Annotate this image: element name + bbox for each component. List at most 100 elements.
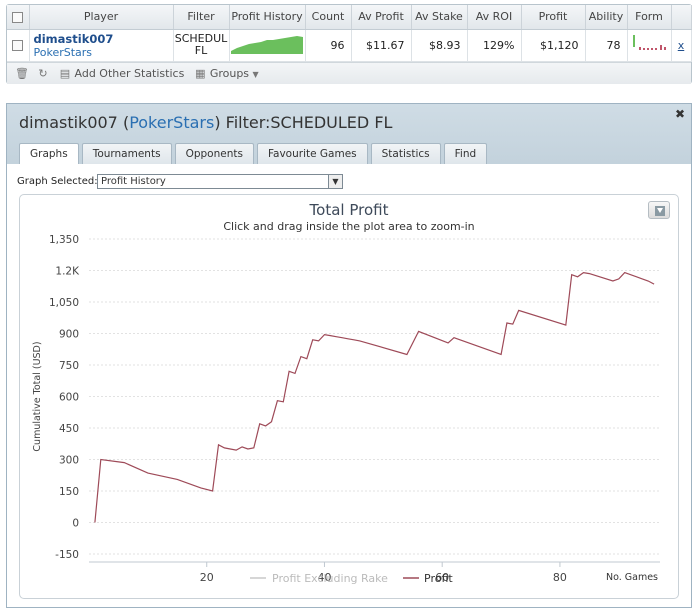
stats-panel: Player Filter Profit History Count Av Pr… (6, 4, 692, 84)
y-tick-label: 1.2K (55, 266, 80, 278)
legend-label-profit: Profit (424, 572, 453, 585)
chart-container: Total Profit Click and drag inside the pl… (19, 194, 679, 599)
player-name-link[interactable]: dimastik007 (33, 31, 114, 46)
remove-row-link[interactable]: x (677, 38, 685, 52)
panel-title: dimastik007 (PokerStars) Filter:SCHEDULE… (19, 113, 393, 132)
col-header-profit[interactable]: Profit (521, 5, 586, 30)
col-header-empty (671, 5, 692, 30)
y-tick-label: 450 (59, 423, 79, 435)
trash-icon[interactable]: 🗑 (15, 67, 29, 80)
x-tick-label: 20 (200, 571, 214, 584)
chart-title: Total Profit (309, 201, 389, 219)
y-tick-label: 1,350 (49, 234, 79, 246)
y-tick-label: 150 (59, 486, 79, 498)
col-header-form[interactable]: Form (627, 5, 672, 30)
form-bar (651, 47, 653, 50)
remove-cell: x (671, 29, 692, 62)
panel-title-player: dimastik007 (19, 113, 118, 132)
col-header-player[interactable]: Player (29, 5, 174, 30)
tab-opponents[interactable]: Opponents (174, 143, 254, 164)
player-detail-panel: dimastik007 (PokerStars) Filter:SCHEDULE… (6, 103, 692, 608)
panel-title-site-link[interactable]: PokerStars (129, 113, 215, 132)
tab-statistics[interactable]: Statistics (370, 143, 441, 164)
chart-subtitle: Click and drag inside the plot area to z… (223, 220, 474, 233)
panel-body: Graph Selected: Profit History ▼ Total P… (7, 164, 691, 607)
panel-tabs: Graphs Tournaments Opponents Favourite G… (19, 143, 488, 165)
tab-graphs[interactable]: Graphs (19, 143, 79, 165)
form-bar (639, 46, 641, 50)
y-tick-label: 300 (59, 455, 79, 467)
col-header-count[interactable]: Count (305, 5, 352, 30)
stats-toolbar: 🗑 ↻ ▤ Add Other Statistics ▦ Groups ▼ (7, 62, 691, 84)
profit-series-line (94, 271, 655, 523)
refresh-icon[interactable]: ↻ (38, 67, 48, 80)
graph-select-dropdown[interactable]: Profit History ▼ (97, 174, 343, 189)
graph-select-value: Profit History (101, 176, 166, 187)
groups-icon: ▦ (195, 67, 206, 80)
col-header-av-stake[interactable]: Av Stake (411, 5, 468, 30)
x-tick-label: 60 (435, 571, 449, 584)
form-bar (664, 46, 666, 50)
col-header-profit-history[interactable]: Profit History (229, 5, 306, 30)
sparkline-area (231, 35, 303, 54)
select-all-checkbox-cell[interactable] (7, 5, 30, 30)
legend-label-excl-rake: Profit Excluding Rake (272, 572, 388, 585)
select-all-checkbox[interactable] (12, 11, 24, 23)
y-axis-label: Cumulative Total (USD) (32, 341, 43, 451)
add-stats-icon: ▤ (59, 67, 71, 80)
groups-label: Groups (209, 67, 250, 80)
add-other-statistics-label: Add Other Statistics (74, 67, 185, 80)
count-cell: 96 (305, 29, 352, 62)
y-tick-label: 1,050 (49, 297, 79, 309)
form-cell (627, 29, 672, 62)
x-tick-label: 40 (317, 571, 331, 584)
y-tick-label: 0 (72, 518, 79, 530)
form-chart (633, 34, 666, 50)
y-tick-label: 600 (59, 392, 79, 404)
col-header-av-profit[interactable]: Av Profit (351, 5, 412, 30)
tab-favourite-games[interactable]: Favourite Games (256, 143, 368, 164)
y-tick-label: 900 (59, 329, 79, 341)
ability-cell: 78 (585, 29, 628, 62)
col-header-ability[interactable]: Ability (585, 5, 628, 30)
chevron-down-icon[interactable]: ▼ (328, 175, 342, 188)
download-icon-arrow (657, 208, 663, 213)
av-roi-cell: 129% (467, 29, 522, 62)
panel-header: dimastik007 (PokerStars) Filter:SCHEDULE… (7, 104, 691, 165)
table-row[interactable]: dimastik007 PokerStars SCHEDUL FL 96 $11… (7, 29, 692, 62)
profit-history-sparkline-cell (229, 29, 306, 62)
chevron-down-icon: ▼ (252, 70, 259, 79)
col-header-filter[interactable]: Filter (173, 5, 230, 30)
player-site-link[interactable]: PokerStars (33, 45, 93, 59)
panel-title-filter: Filter:SCHEDULED FL (225, 113, 393, 132)
add-other-statistics-button[interactable]: ▤ Add Other Statistics (59, 67, 185, 80)
y-tick-label: 750 (59, 360, 79, 372)
stats-table: Player Filter Profit History Count Av Pr… (7, 5, 692, 62)
x-axis-label: No. Games (606, 572, 658, 583)
form-bar (633, 34, 635, 47)
profit-history-sparkline (231, 35, 303, 54)
form-bar (655, 47, 657, 50)
av-profit-cell: $11.67 (351, 29, 412, 62)
row-checkbox[interactable] (12, 40, 24, 51)
filter-line-2: FL (194, 44, 208, 57)
filter-cell: SCHEDUL FL (173, 29, 230, 62)
filter-line-1: SCHEDUL (174, 32, 228, 45)
row-checkbox-cell[interactable] (7, 29, 30, 62)
form-bar (647, 47, 649, 50)
form-bar (643, 47, 645, 50)
y-tick-label: -150 (55, 549, 79, 561)
form-bar (660, 44, 662, 50)
export-button[interactable] (648, 201, 670, 219)
x-tick-label: 80 (553, 571, 567, 584)
tab-find[interactable]: Find (443, 143, 488, 164)
close-icon[interactable]: ✖ (674, 107, 685, 121)
player-cell: dimastik007 PokerStars (29, 29, 174, 62)
profit-cell: $1,120 (521, 29, 586, 62)
tab-tournaments[interactable]: Tournaments (81, 143, 172, 164)
groups-button[interactable]: ▦ Groups ▼ (194, 67, 259, 80)
col-header-av-roi[interactable]: Av ROI (467, 5, 522, 30)
graph-selected-label: Graph Selected: (17, 176, 98, 187)
av-stake-cell: $8.93 (411, 29, 468, 62)
